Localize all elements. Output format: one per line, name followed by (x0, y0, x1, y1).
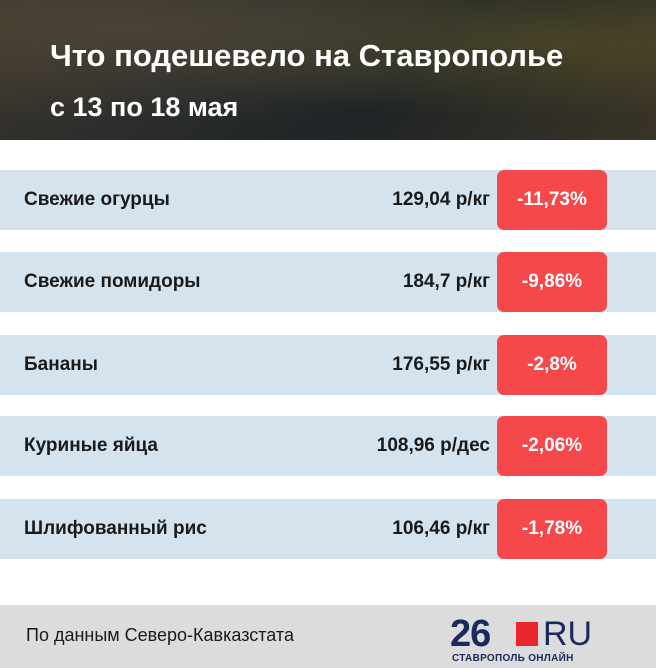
table-row: Бананы 176,55 р/кг -2,8% (0, 335, 656, 395)
price-change: -11,73% (517, 189, 587, 210)
price-change: -9,86% (521, 271, 583, 292)
product-name: Свежие помидоры (24, 271, 201, 292)
change-badge: -9,86% (497, 252, 607, 312)
price: 176,55 р/кг (392, 354, 490, 375)
price: 106,46 р/кг (392, 518, 490, 539)
change-badge: -2,06% (497, 416, 607, 476)
logo-domain: RU (543, 615, 593, 653)
change-badge: -2,8% (497, 335, 607, 395)
source: По данным Северо-Кавказстата (26, 625, 294, 645)
product-name: Шлифованный рис (24, 518, 207, 539)
header-shade (0, 0, 656, 140)
product-name: Бананы (24, 354, 98, 375)
footer: По данным Северо-Кавказстата 26 RU СТАВР… (0, 605, 656, 668)
table-row: Свежие огурцы 129,04 р/кг -11,73% (0, 170, 656, 230)
header-image: Что подешевело на Ставрополье с 13 по 18… (0, 0, 656, 140)
logo-number: 26 (450, 613, 491, 655)
table-row: Шлифованный рис 106,46 р/кг -1,78% (0, 499, 656, 559)
price: 184,7 р/кг (402, 271, 490, 292)
logo: 26 RU СТАВРОПОЛЬ ОНЛАЙН (450, 613, 610, 665)
product-name: Свежие огурцы (24, 189, 170, 210)
change-badge: -11,73% (497, 170, 607, 230)
price: 108,96 р/дес (376, 435, 490, 456)
logo-city: СТАВРОПОЛЬ ОНЛАЙН (452, 653, 574, 664)
table-row: Свежие помидоры 184,7 р/кг -9,86% (0, 252, 656, 312)
price-change: -2,06% (521, 435, 583, 456)
change-badge: -1,78% (497, 499, 607, 559)
subtitle: с 13 по 18 мая (50, 92, 239, 122)
table-row: Куриные яйца 108,96 р/дес -2,06% (0, 416, 656, 476)
price-change: -1,78% (521, 518, 583, 539)
product-name: Куриные яйца (24, 435, 158, 456)
title: Что подешевело на Ставрополье (50, 38, 564, 73)
logo-square (516, 622, 538, 646)
price-change: -2,8% (527, 354, 577, 375)
price: 129,04 р/кг (392, 189, 490, 210)
